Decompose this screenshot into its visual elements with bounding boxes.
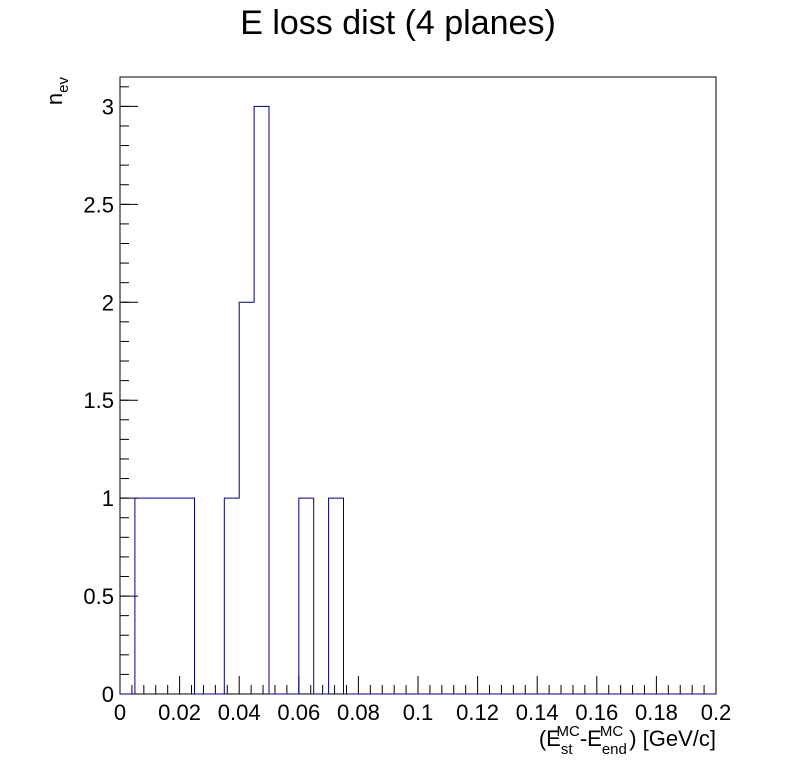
histogram-bin bbox=[165, 498, 180, 694]
x-tick-label: 0.02 bbox=[158, 700, 201, 725]
x-tick-label: 0.06 bbox=[277, 700, 320, 725]
histogram-bin bbox=[224, 498, 239, 694]
y-tick-label: 0.5 bbox=[83, 584, 114, 609]
histogram-bin bbox=[180, 498, 195, 694]
y-tick-label: 1.5 bbox=[83, 388, 114, 413]
y-axis-title: nev bbox=[42, 77, 72, 106]
y-axis-ticks: 0 0.5 1 1.5 2 2.5 3 bbox=[83, 86, 138, 707]
x-tick-label: 0.2 bbox=[701, 700, 732, 725]
x-axis-ticks: 0 0.02 0.04 0.06 0.08 0.1 0.12 0.14 0.16 0.18 0.2 bbox=[114, 676, 731, 725]
y-tick-label: 2 bbox=[102, 290, 114, 315]
histogram-bin bbox=[239, 302, 254, 694]
x-tick-label: 0 bbox=[114, 700, 126, 725]
plot-frame bbox=[119, 76, 717, 695]
y-tick-label: 1 bbox=[102, 486, 114, 511]
x-tick-label: 0.12 bbox=[456, 700, 499, 725]
x-tick-label: 0.1 bbox=[403, 700, 434, 725]
x-tick-label: 0.04 bbox=[218, 700, 261, 725]
histogram-bin bbox=[299, 498, 314, 694]
histogram-bin bbox=[329, 498, 344, 694]
x-tick-label: 0.14 bbox=[516, 700, 559, 725]
histogram-outline bbox=[120, 105, 716, 695]
y-tick-label: 2.5 bbox=[83, 192, 114, 217]
y-tick-label: 0 bbox=[102, 682, 114, 707]
x-tick-label: 0.08 bbox=[337, 700, 380, 725]
x-tick-label: 0.18 bbox=[635, 700, 678, 725]
x-tick-label: 0.16 bbox=[575, 700, 618, 725]
histogram-bin bbox=[254, 106, 269, 694]
x-axis-title: (EstMC-EendMC) [GeV/c] bbox=[539, 723, 716, 758]
y-tick-label: 3 bbox=[102, 94, 114, 119]
chart-title: E loss dist (4 planes) bbox=[240, 4, 556, 42]
histogram-bin bbox=[150, 498, 165, 694]
